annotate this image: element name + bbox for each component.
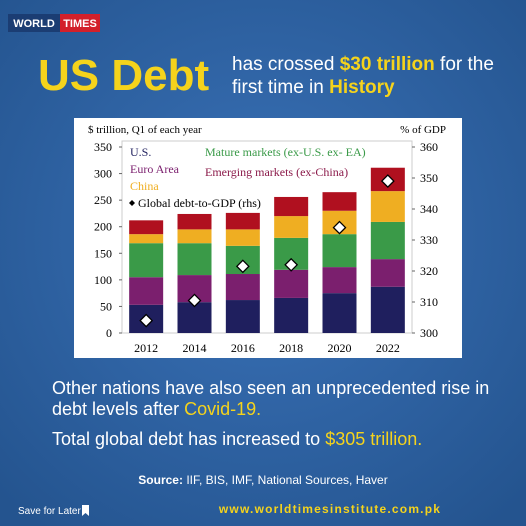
x-tick-label: 2014 <box>183 341 207 355</box>
text: for the <box>440 54 494 75</box>
source-text: IIF, BIS, IMF, National Sources, Haver <box>186 473 387 487</box>
y-tick-label: 0 <box>106 326 112 340</box>
body-text: Total global debt has increased to $305 … <box>52 429 422 449</box>
legend-label: Emerging markets (ex-China) <box>205 165 348 179</box>
chart: $ trillion, Q1 of each year % of GDP 0 50 10… <box>88 124 446 355</box>
y-tick-label: 250 <box>94 193 112 207</box>
bar-segment <box>129 243 164 278</box>
bar-segment <box>177 213 212 230</box>
bar-segment <box>322 192 357 211</box>
bar-segment <box>274 216 309 238</box>
ratio-marker <box>235 259 250 274</box>
y-tick-label: 50 <box>100 299 112 313</box>
logo-text: WORLD <box>13 18 55 30</box>
body-text: debt levels after Covid-19. <box>52 399 261 419</box>
legend-label: U.S. <box>130 145 151 159</box>
legend-label: Mature markets (ex-U.S. ex- EA) <box>205 145 366 159</box>
logo-box <box>60 14 100 32</box>
highlight: $305 trillion. <box>325 429 422 449</box>
text: Total global debt has increased to <box>52 429 320 449</box>
y-tick-label: 200 <box>94 220 112 234</box>
bar-segment <box>274 269 309 298</box>
headline-sub: first time in History <box>232 77 395 98</box>
y2-tick-label: 360 <box>420 140 438 154</box>
y2-tick-label: 300 <box>420 326 438 340</box>
x-tick-label: 2022 <box>376 341 400 355</box>
save-label[interactable]: Save for Later <box>18 506 81 517</box>
y2-axis-label: % of GDP <box>400 124 446 136</box>
bar-segment <box>129 277 164 305</box>
x-tick-label: 2018 <box>279 341 303 355</box>
highlight: History <box>329 77 395 98</box>
legend-label: Global debt-to-GDP (rhs) <box>138 196 261 210</box>
source: Source: IIF, BIS, IMF, National Sources,… <box>138 473 387 487</box>
ratio-marker <box>139 313 154 328</box>
y-axis-label: $ trillion, Q1 of each year <box>88 124 202 136</box>
text: has crossed <box>232 54 334 75</box>
x-tick-label: 2012 <box>134 341 158 355</box>
ratio-marker <box>332 220 347 235</box>
highlight: $30 trillion <box>340 54 435 75</box>
bar-segment <box>322 234 357 268</box>
x-tick-label: 2020 <box>328 341 352 355</box>
bar-segment <box>274 196 309 217</box>
legend-label: China <box>130 179 159 193</box>
ratio-marker <box>284 257 299 272</box>
bar-segment <box>322 293 357 333</box>
bar-segment <box>322 267 357 294</box>
bar-segment <box>370 259 405 287</box>
y2-tick-label: 340 <box>420 202 438 216</box>
bar-segment <box>370 221 405 260</box>
ratio-marker <box>380 174 395 189</box>
y2-tick-label: 330 <box>420 233 438 247</box>
highlight: Covid-19. <box>184 399 261 419</box>
legend-marker <box>129 200 135 206</box>
logo-text: TIMES <box>63 18 97 30</box>
logo-box <box>8 14 60 32</box>
bar-segment <box>370 286 405 333</box>
x-tick-label: 2016 <box>231 341 255 355</box>
bar-segment <box>129 234 164 244</box>
url[interactable]: www.worldtimesinstitute.com.pk <box>218 502 441 516</box>
bar-segment <box>177 229 212 244</box>
body-text: Other nations have also seen an unpreced… <box>52 378 489 398</box>
plot-frame <box>121 140 413 334</box>
y2-tick-label: 350 <box>420 171 438 185</box>
y-tick-label: 150 <box>94 246 112 260</box>
headline-sub: has crossed $30 trillion for the <box>232 54 494 75</box>
text: first time in <box>232 77 324 98</box>
bar-segment <box>225 300 260 333</box>
legend-label: Euro Area <box>130 162 180 176</box>
source-label: Source: <box>138 473 183 487</box>
bar-segment <box>129 220 164 235</box>
bookmark-icon[interactable] <box>82 505 89 516</box>
y-tick-label: 300 <box>94 167 112 181</box>
headline: US Debt <box>38 51 209 100</box>
bar-segment <box>274 297 309 333</box>
y2-tick-label: 320 <box>420 264 438 278</box>
y2-tick-label: 310 <box>420 295 438 309</box>
bar-segment <box>225 274 260 301</box>
ratio-marker <box>187 293 202 308</box>
y-tick-label: 350 <box>94 140 112 154</box>
y-tick-label: 100 <box>94 273 112 287</box>
bar-segment <box>177 243 212 276</box>
bar-segment <box>370 191 405 222</box>
text: debt levels after <box>52 399 179 419</box>
bar-segment <box>225 229 260 246</box>
bar-segment <box>225 212 260 230</box>
